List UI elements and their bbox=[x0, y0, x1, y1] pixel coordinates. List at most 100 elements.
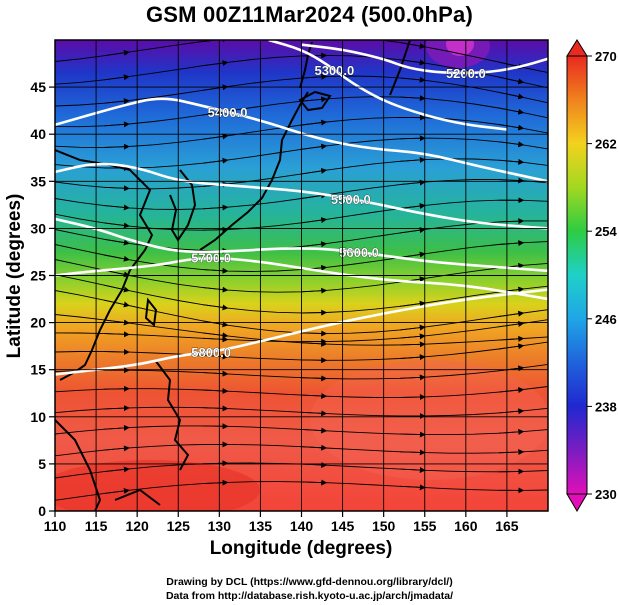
streamline-arrow bbox=[301, 427, 328, 434]
streamline-arrow bbox=[104, 143, 130, 150]
streamline-arrow bbox=[400, 374, 426, 381]
y-axis: 0 5 10 15 20 25 30 35 40 45 bbox=[30, 79, 55, 519]
streamline-arrow bbox=[400, 300, 426, 307]
streamline-arrow bbox=[104, 74, 130, 81]
streamline-arrow bbox=[498, 343, 525, 350]
streamline-arrow bbox=[301, 330, 328, 337]
contour-label: 5800.0 bbox=[191, 345, 231, 360]
streamline-arrow bbox=[400, 156, 426, 163]
streamline-arrow bbox=[498, 107, 525, 115]
contour-line bbox=[301, 43, 548, 75]
streamline-arrow bbox=[400, 333, 426, 340]
streamline-arrow bbox=[301, 73, 328, 80]
coastline-taiwan bbox=[144, 297, 158, 327]
y-tick-label: 15 bbox=[30, 362, 46, 378]
streamline-arrow bbox=[202, 304, 229, 311]
streamline-arrow bbox=[301, 410, 328, 417]
streamline-arrow bbox=[498, 91, 525, 100]
streamline-arrow bbox=[104, 487, 130, 494]
x-tick-label: 160 bbox=[454, 518, 478, 534]
streamline-arrow bbox=[498, 218, 525, 225]
colorbar-tick-label: 270 bbox=[595, 49, 617, 64]
streamline-arrow bbox=[104, 331, 130, 338]
streamline-arrow bbox=[400, 76, 426, 83]
x-tick-label: 145 bbox=[331, 518, 355, 534]
streamline-arrow bbox=[202, 336, 229, 343]
streamline-arrow bbox=[498, 177, 525, 184]
x-tick-label: 120 bbox=[125, 518, 149, 534]
streamline-arrow bbox=[104, 299, 130, 308]
streamline-arrow bbox=[498, 428, 525, 435]
streamline-arrow bbox=[400, 203, 426, 209]
x-tick-label: 135 bbox=[249, 518, 273, 534]
streamline-arrow bbox=[104, 185, 130, 192]
streamline-arrow bbox=[498, 408, 525, 415]
x-tick-label: 165 bbox=[495, 518, 519, 534]
streamline-arrow bbox=[202, 286, 229, 293]
coastline-borneo bbox=[114, 488, 161, 506]
x-tick-label: 110 bbox=[44, 518, 67, 534]
streamline-arrow bbox=[104, 98, 130, 105]
warm-patch bbox=[310, 360, 548, 480]
streamline-arrow bbox=[104, 254, 130, 262]
streamline-arrow bbox=[400, 227, 426, 234]
streamline-arrow bbox=[400, 431, 426, 438]
streamline-arrow bbox=[498, 141, 525, 148]
streamline-arrow bbox=[202, 60, 229, 67]
colorbar-tick-label: 238 bbox=[595, 399, 617, 414]
streamline-arrow bbox=[104, 49, 130, 57]
streamline-arrow bbox=[498, 449, 525, 456]
streamline-arrow bbox=[498, 240, 525, 247]
streamline-arrow bbox=[301, 143, 328, 150]
streamline-arrow bbox=[202, 405, 229, 412]
y-tick-label: 25 bbox=[30, 268, 46, 284]
streamline-arrow bbox=[104, 385, 130, 392]
y-tick-label: 5 bbox=[38, 456, 46, 472]
streamline-arrow bbox=[498, 76, 525, 85]
x-tick-label: 130 bbox=[208, 518, 232, 534]
streamline-arrow bbox=[400, 59, 426, 66]
streamline-arrow bbox=[301, 96, 328, 103]
colorbar-tick-label: 262 bbox=[595, 137, 617, 152]
streamline-arrow bbox=[498, 124, 525, 131]
contour-labels: 5200.05300.05400.05500.05600.05700.05800… bbox=[191, 63, 486, 361]
contour-label: 5700.0 bbox=[191, 250, 231, 265]
streamline-arrow bbox=[301, 167, 328, 175]
streamline-arrow bbox=[202, 332, 229, 339]
colorbar-lower-arrow bbox=[566, 493, 588, 512]
contour-label: 5600.0 bbox=[339, 245, 379, 260]
low-pressure-center bbox=[446, 40, 474, 56]
streamline-arrow bbox=[301, 241, 328, 248]
y-tick-label: 0 bbox=[38, 503, 46, 519]
streamline-arrow bbox=[301, 375, 328, 382]
y-tick-label: 10 bbox=[30, 409, 46, 425]
streamline-arrow bbox=[301, 392, 328, 399]
y-tick-label: 40 bbox=[30, 126, 46, 142]
x-axis-label: Longitude (degrees) bbox=[210, 538, 393, 559]
colorbar bbox=[566, 55, 588, 495]
streamline-arrow bbox=[400, 354, 426, 361]
streamline-arrow bbox=[498, 158, 525, 165]
contour-label: 5400.0 bbox=[208, 105, 248, 120]
streamline-arrow bbox=[400, 324, 426, 331]
colorbar-upper-arrow bbox=[566, 39, 588, 57]
streamline-arrow bbox=[400, 394, 426, 401]
contour-label: 5500.0 bbox=[331, 192, 371, 207]
coastline-philippines bbox=[154, 359, 190, 471]
colorbar-tick-label: 230 bbox=[595, 487, 617, 502]
streamline-arrow bbox=[202, 479, 229, 486]
streamline-arrow bbox=[400, 449, 426, 456]
credit-data: Data from http://database.rish.kyoto-u.a… bbox=[165, 590, 454, 602]
streamline-arrow bbox=[301, 119, 328, 126]
streamline-arrow bbox=[400, 135, 426, 142]
streamline-arrow bbox=[498, 310, 525, 317]
colorbar-tick-label: 246 bbox=[595, 312, 617, 327]
streamline-arrow bbox=[400, 467, 426, 474]
streamline-arrow bbox=[202, 226, 229, 233]
x-tick-label: 155 bbox=[413, 518, 437, 534]
streamline-arrow bbox=[498, 387, 525, 394]
coastline-indochina bbox=[55, 419, 102, 511]
streamline-arrow bbox=[202, 387, 229, 394]
contour-line bbox=[268, 40, 508, 131]
